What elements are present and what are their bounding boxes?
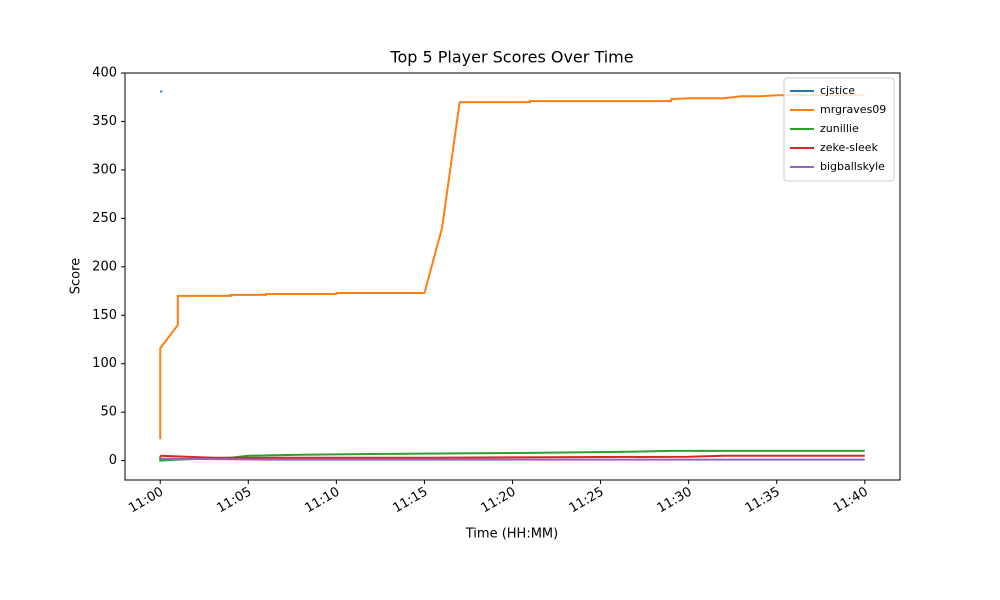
series-line (160, 454, 865, 459)
y-tick-label: 250 (92, 211, 117, 226)
legend-box (783, 77, 895, 182)
series-line (159, 94, 865, 440)
y-tick-label: 100 (92, 356, 117, 371)
plot-frame (124, 72, 901, 481)
y-tick-label: 350 (92, 114, 117, 129)
x-axis-label: Time (HH:MM) (465, 527, 558, 542)
series-line (160, 457, 865, 461)
legend-label: mrgraves09 (820, 103, 886, 116)
chart-title: Top 5 Player Scores Over Time (389, 48, 633, 67)
legend-label: zunillie (820, 122, 859, 135)
y-tick-label: 150 (92, 308, 117, 323)
legend-label: cjstice (820, 84, 855, 97)
y-tick-label: 50 (100, 405, 117, 420)
y-tick-label: 0 (109, 453, 117, 468)
series-line (159, 449, 865, 462)
legend-label: zeke-sleek (820, 141, 879, 154)
y-tick-label: 200 (92, 259, 117, 274)
y-tick-label: 400 (92, 66, 117, 81)
y-tick-label: 300 (92, 162, 117, 177)
y-axis-label: Score (69, 258, 84, 294)
legend-label: bigballskyle (820, 160, 885, 173)
legend: cjstice mrgraves09 zunillie zeke-sleek bigba… (783, 77, 895, 182)
